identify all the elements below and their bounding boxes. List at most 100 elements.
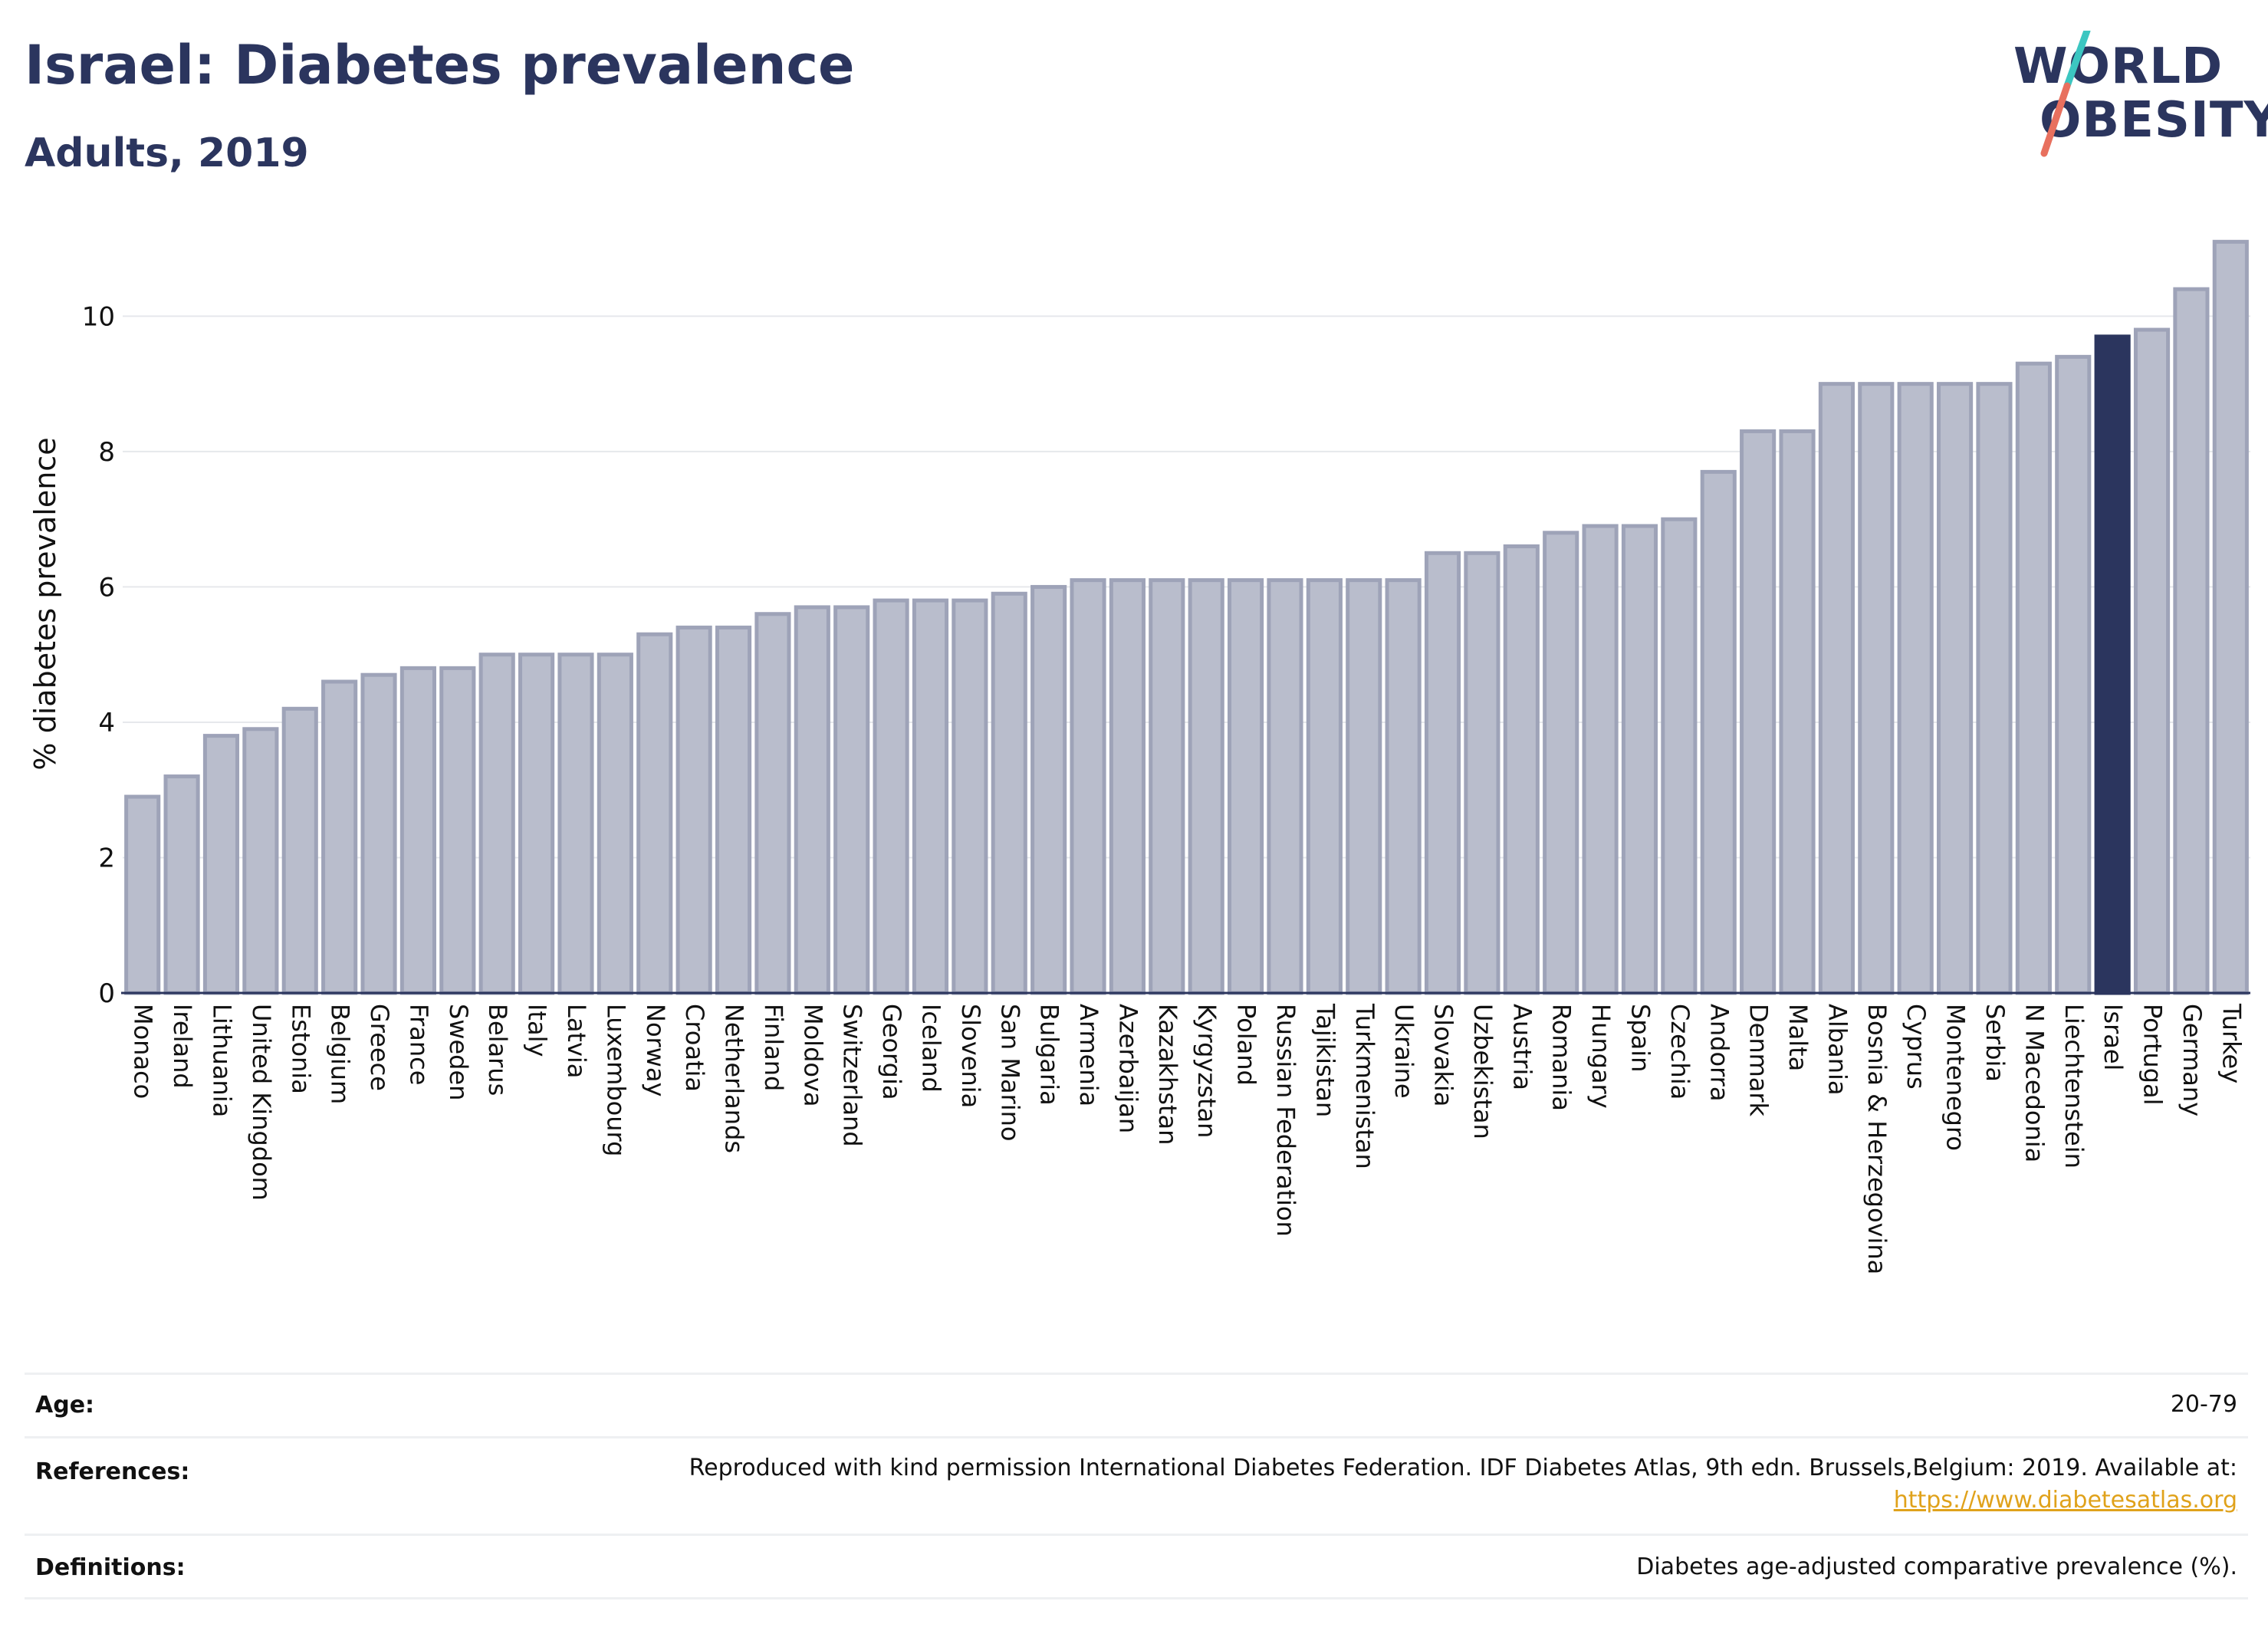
chart-title: Israel: Diabetes prevalence [25,34,855,97]
x-tick-label: Portugal [2138,1004,2168,1106]
age-label: Age: [35,1392,95,1419]
bar [1385,578,1422,995]
references-text: Reproduced with kind permission Internat… [689,1455,2237,1481]
info-row-definitions: Definitions: Diabetes age-adjusted compa… [25,1534,2248,1599]
x-tick-label: Andorra [1704,1004,1734,1101]
x-tick-label: Switzerland [838,1004,867,1147]
bar [1464,551,1500,995]
x-tick-label: Uzbekistan [1468,1004,1497,1139]
bars [124,239,2249,995]
bar [597,653,633,995]
bar [2173,287,2210,995]
x-tick-label: Norway [641,1004,670,1096]
bar-highlight [2094,334,2131,995]
y-tick-label: 6 [98,572,115,603]
x-tick-label: Denmark [1744,1004,1773,1117]
bar [715,625,752,995]
x-tick-label: Czechia [1665,1004,1694,1100]
x-tick-label: Malta [1783,1004,1813,1071]
x-tick-label: Azerbaijan [1113,1004,1142,1133]
x-tick-label: Georgia [877,1004,906,1100]
bar [1700,469,1737,995]
x-tick-label: Monaco [129,1004,158,1099]
x-tick-label: Finland [759,1004,788,1091]
x-tick-label: Spain [1625,1004,1655,1072]
x-tick-label: N Macedonia [2020,1004,2049,1162]
bar [281,706,318,995]
bar [2133,327,2171,995]
x-tick-label: Belgium [326,1004,355,1104]
bar [1621,524,1658,995]
bar [1070,578,1106,995]
bar [1346,578,1382,995]
bar [636,632,673,995]
bar [163,774,200,995]
x-tick-label: Poland [1232,1004,1261,1086]
bar [1661,517,1698,995]
age-value: 20-79 [2170,1391,2237,1418]
y-tick-label: 10 [82,301,115,332]
definitions-label: Definitions: [35,1554,186,1581]
y-axis-ticks: 0 2 4 6 8 10 [82,301,115,1009]
bar [1543,531,1579,995]
bar [1779,429,1816,995]
bar [1424,551,1461,995]
x-tick-label: United Kingdom [247,1004,276,1201]
y-tick-label: 2 [98,843,115,873]
logo-slash-icon [2040,31,2091,157]
x-tick-label: Liechtenstein [2059,1004,2089,1169]
references-link[interactable]: https://www.diabetesatlas.org [1893,1487,2237,1514]
bar [2212,239,2249,995]
bar [557,653,594,995]
x-tick-label: Greece [365,1004,394,1091]
bar [2055,354,2092,995]
x-tick-label: Latvia [562,1004,591,1078]
bar [2015,361,2052,995]
x-tick-label: Croatia [680,1004,709,1092]
x-tick-label: Netherlands [720,1004,749,1153]
bar [873,598,909,995]
x-tick-label: Italy [523,1004,552,1057]
bar [399,666,436,995]
x-tick-label: Kyrgyzstan [1192,1004,1221,1138]
definitions-value: Diabetes age-adjusted comparative preval… [1636,1553,2237,1580]
y-axis-label: % diabetes prevalence [28,437,62,770]
y-tick-label: 8 [98,437,115,468]
x-tick-label: Albania [1823,1004,1852,1095]
bar [1188,578,1224,995]
bar [1267,578,1303,995]
x-tick-label: Sweden [444,1004,473,1100]
bar [1937,382,1974,995]
x-tick-label: Israel [2099,1004,2128,1070]
y-tick-label: 0 [98,978,115,1009]
x-tick-label: Russian Federation [1271,1004,1300,1237]
x-tick-label: Turkmenistan [1350,1003,1379,1169]
x-tick-label: Turkey [2217,1003,2246,1083]
bar [478,653,515,995]
x-tick-label: France [404,1004,433,1085]
chart-subtitle: Adults, 2019 [25,130,309,176]
y-tick-label: 4 [98,708,115,738]
bar [952,598,988,995]
logo-line-1: WORLD [2013,38,2224,95]
x-tick-label: Montenegro [1941,1004,1971,1151]
bar [1149,578,1185,995]
bar [1976,382,2013,995]
bar [202,734,240,995]
bar [321,679,358,995]
x-tick-label: Cyprus [1902,1004,1931,1090]
x-tick-label: Bulgaria [1035,1004,1064,1106]
bar [794,605,830,995]
bar [1503,544,1540,995]
info-row-age: Age: 20-79 [25,1373,2248,1436]
x-tick-label: Ukraine [1389,1004,1418,1099]
x-axis-ticks: Monaco Ireland Lithuania United Kingdom Esto… [129,1003,2247,1274]
bar-chart: 0 2 4 6 8 10 Monaco Ireland Lithuania United Kin… [28,239,2250,1274]
grid-lines [123,315,2250,859]
bar [991,591,1027,995]
logo-line-2: OBESITY [2040,92,2268,149]
references-label: References: [35,1458,190,1485]
bar [124,794,161,995]
bar [1228,578,1264,995]
bar [360,672,397,995]
